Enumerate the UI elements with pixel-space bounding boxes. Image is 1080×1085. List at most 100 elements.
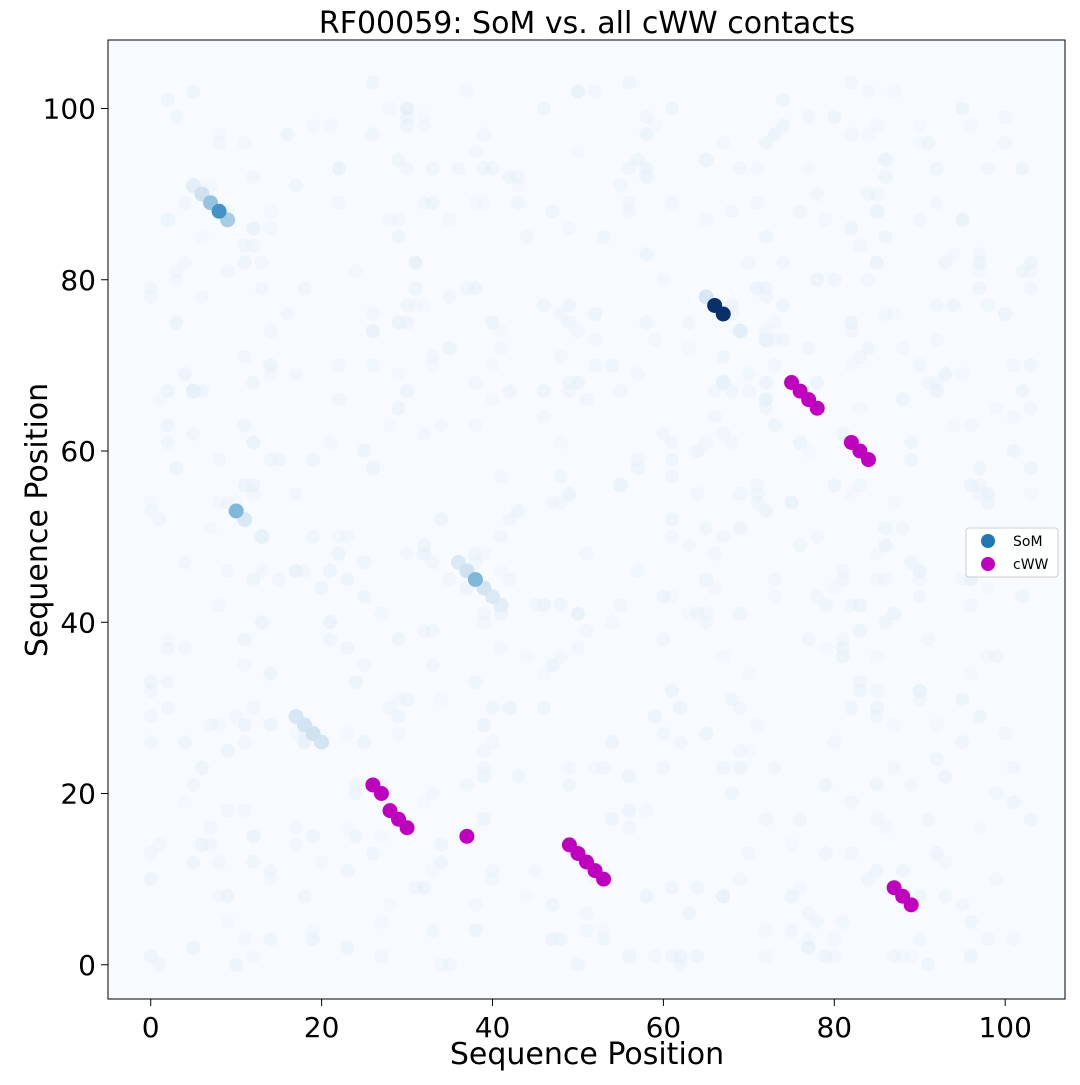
background-speckle xyxy=(186,426,201,441)
background-speckle xyxy=(579,923,594,938)
background-speckle xyxy=(852,598,867,613)
background-speckle xyxy=(938,889,953,904)
background-speckle xyxy=(750,195,765,210)
background-speckle xyxy=(630,461,645,476)
background-speckle xyxy=(425,863,440,878)
background-speckle xyxy=(562,777,577,792)
background-speckle xyxy=(553,349,568,364)
background-speckle xyxy=(562,384,577,399)
background-speckle xyxy=(408,281,423,296)
background-speckle xyxy=(929,195,944,210)
background-speckle xyxy=(246,170,261,184)
background-speckle xyxy=(502,572,517,587)
background-speckle xyxy=(989,649,1004,664)
background-speckle xyxy=(306,829,321,844)
background-speckle xyxy=(844,324,859,339)
background-speckle xyxy=(622,195,637,210)
background-speckle xyxy=(835,640,850,655)
background-speckle xyxy=(630,152,645,167)
cww-point xyxy=(373,786,389,801)
x-tick-label: 80 xyxy=(816,1011,852,1044)
background-speckle xyxy=(417,118,432,133)
background-speckle xyxy=(1006,932,1021,947)
background-speckle xyxy=(365,75,380,90)
background-speckle xyxy=(169,315,184,330)
background-speckle xyxy=(143,683,158,698)
background-speckle xyxy=(887,606,902,621)
background-speckle xyxy=(844,795,859,810)
background-speckle xyxy=(1023,401,1038,416)
background-speckle xyxy=(776,298,791,313)
background-speckle xyxy=(177,195,192,210)
background-speckle xyxy=(237,658,252,673)
background-speckle xyxy=(818,846,833,861)
background-speckle xyxy=(494,529,509,544)
som-point xyxy=(185,383,201,399)
background-speckle xyxy=(357,555,372,570)
background-speckle xyxy=(331,392,346,407)
background-speckle xyxy=(844,700,859,715)
background-speckle xyxy=(870,255,885,270)
background-speckle xyxy=(912,683,927,698)
background-speckle xyxy=(955,366,970,381)
background-speckle xyxy=(212,495,227,510)
background-speckle xyxy=(186,84,201,99)
background-speckle xyxy=(878,538,893,553)
background-speckle xyxy=(981,161,996,176)
background-speckle xyxy=(733,743,748,758)
background-speckle xyxy=(981,298,996,313)
background-speckle xyxy=(964,418,979,433)
background-speckle xyxy=(588,332,603,347)
background-speckle xyxy=(553,598,568,613)
background-speckle xyxy=(203,820,218,835)
background-speckle xyxy=(254,255,269,270)
background-speckle xyxy=(374,949,389,964)
background-speckle xyxy=(391,212,406,227)
background-speckle xyxy=(929,384,944,399)
background-speckle xyxy=(553,649,568,664)
background-speckle xyxy=(237,135,252,150)
background-speckle xyxy=(690,606,705,621)
background-speckle xyxy=(494,640,509,655)
background-speckle xyxy=(724,435,739,450)
background-speckle xyxy=(434,692,449,707)
background-speckle xyxy=(400,101,415,116)
background-speckle xyxy=(468,923,483,938)
background-speckle xyxy=(647,118,662,133)
background-speckle xyxy=(519,229,534,244)
background-speckle xyxy=(656,760,671,775)
background-speckle xyxy=(664,949,679,964)
background-speckle xyxy=(955,101,970,116)
background-speckle xyxy=(382,212,397,227)
background-speckle xyxy=(887,84,902,99)
background-speckle xyxy=(476,127,491,142)
background-speckle xyxy=(887,949,902,964)
background-speckle xyxy=(152,957,167,972)
background-speckle xyxy=(186,777,201,792)
background-speckle xyxy=(904,452,919,467)
background-speckle xyxy=(511,769,526,784)
background-speckle xyxy=(442,341,457,356)
y-axis: 0 20 40 60 80 100 xyxy=(43,93,108,982)
background-speckle xyxy=(622,949,637,964)
x-tick-label: 0 xyxy=(142,1011,160,1044)
background-speckle xyxy=(844,598,859,613)
background-speckle xyxy=(870,812,885,827)
background-speckle xyxy=(391,632,406,647)
background-speckle xyxy=(212,598,227,613)
background-speckle xyxy=(793,880,808,895)
background-speckle xyxy=(177,640,192,655)
background-speckle xyxy=(588,760,603,775)
background-speckle xyxy=(1023,358,1038,373)
background-speckle xyxy=(810,529,825,544)
background-speckle xyxy=(835,563,850,578)
background-speckle xyxy=(878,572,893,587)
legend-marker-som xyxy=(981,534,995,548)
background-speckle xyxy=(160,632,175,647)
background-speckle xyxy=(417,298,432,313)
background-speckle xyxy=(391,401,406,416)
background-speckle xyxy=(570,324,585,339)
background-speckle xyxy=(160,675,175,690)
background-speckle xyxy=(425,658,440,673)
background-speckle xyxy=(639,889,654,904)
